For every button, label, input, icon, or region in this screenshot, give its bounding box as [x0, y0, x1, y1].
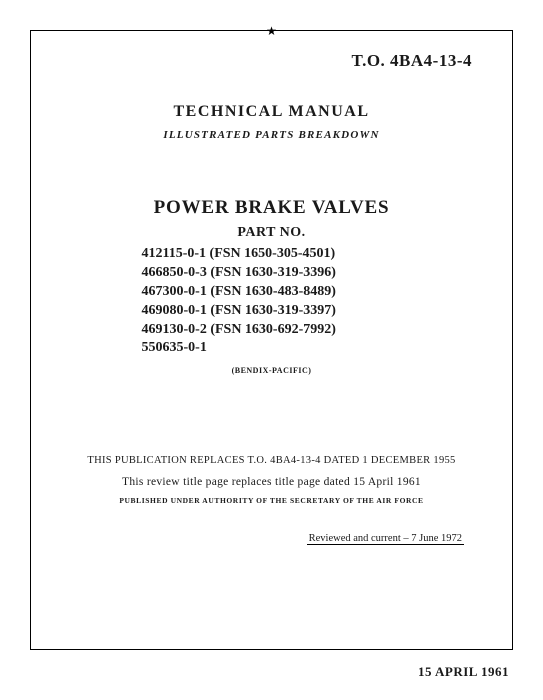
part-row: 467300-0-1 (FSN 1630-483-8489)	[142, 283, 402, 302]
technical-manual-heading: TECHNICAL MANUAL	[71, 103, 472, 121]
part-row: 466850-0-3 (FSN 1630-319-3396)	[142, 264, 402, 283]
footer-date: 15 APRIL 1961	[30, 650, 513, 680]
document-frame: T.O. 4BA4-13-4 TECHNICAL MANUAL ILLUSTRA…	[30, 30, 513, 650]
part-number-label: PART NO.	[71, 225, 472, 241]
part-row: 412115-0-1 (FSN 1650-305-4501)	[142, 245, 402, 264]
reviewed-line: Reviewed and current – 7 June 1972	[71, 533, 472, 544]
parts-list: 412115-0-1 (FSN 1650-305-4501) 466850-0-…	[142, 245, 402, 358]
review-title-line: This review title page replaces title pa…	[71, 476, 472, 488]
to-number: T.O. 4BA4-13-4	[71, 51, 472, 71]
reviewed-text: Reviewed and current – 7 June 1972	[307, 533, 464, 545]
document-title: POWER BRAKE VALVES	[71, 197, 472, 219]
authority-line: PUBLISHED UNDER AUTHORITY OF THE SECRETA…	[71, 496, 472, 505]
part-row: 550635-0-1	[142, 339, 402, 358]
part-row: 469130-0-2 (FSN 1630-692-7992)	[142, 321, 402, 340]
replaces-line: THIS PUBLICATION REPLACES T.O. 4BA4-13-4…	[71, 455, 472, 466]
ipb-heading: ILLUSTRATED PARTS BREAKDOWN	[71, 129, 472, 141]
part-row: 469080-0-1 (FSN 1630-319-3397)	[142, 302, 402, 321]
page: ★ T.O. 4BA4-13-4 TECHNICAL MANUAL ILLUST…	[0, 0, 543, 700]
manufacturer: (BENDIX-PACIFIC)	[71, 366, 472, 375]
